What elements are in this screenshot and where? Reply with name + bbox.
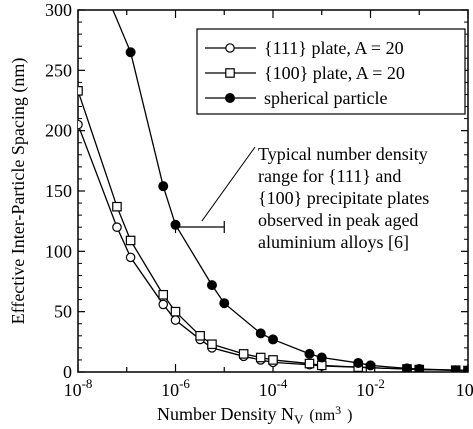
data-point (125, 235, 136, 246)
data-point (316, 352, 327, 363)
series-2 (112, 10, 468, 372)
x-axis-label-unit-close: ) (347, 407, 352, 424)
legend-entry: spherical particle (205, 88, 387, 108)
data-point (353, 357, 364, 368)
data-point (268, 355, 278, 365)
annotation-line: observed in peak aged (258, 210, 418, 230)
range-marker (174, 221, 225, 234)
x-axis-tick-labels: 10-810-610-410-2100 (64, 376, 473, 400)
series-line (78, 90, 468, 372)
x-tick-label-exponent: -4 (277, 376, 288, 391)
annotation-line: range for {111} and (258, 166, 401, 186)
data-point (255, 328, 266, 339)
data-point (463, 365, 468, 372)
x-tick-label: 10-6 (161, 376, 190, 400)
x-tick-label: 10-2 (356, 376, 385, 400)
y-axis-tick-labels: 0 50 100 150 200 250 300 (45, 0, 72, 382)
data-point (401, 363, 412, 372)
data-point (170, 315, 181, 325)
data-point (225, 43, 235, 53)
x-tick-label-exponent: -2 (374, 376, 385, 391)
data-point (112, 222, 122, 232)
data-point (78, 119, 83, 130)
legend-label: {111} plate, A = 20 (264, 38, 404, 58)
series-line (112, 10, 468, 372)
x-tick-label-exponent: -8 (82, 376, 93, 391)
data-point (219, 298, 230, 309)
data-point (112, 201, 122, 212)
y-tick-label: 100 (45, 241, 72, 261)
legend-label: spherical particle (264, 88, 387, 108)
data-point (268, 334, 278, 345)
x-tick-label-exponent: -6 (179, 376, 190, 391)
x-axis-label: Number Density NV (nm3) (157, 403, 352, 427)
series-layer (78, 10, 468, 372)
x-axis-label-subscript: V (294, 412, 304, 427)
series-1 (78, 86, 468, 372)
data-point (365, 360, 376, 371)
legend-label: {100} plate, A = 20 (264, 63, 405, 83)
x-tick-label: 100 (456, 376, 473, 400)
legend-entry: {111} plate, A = 20 (205, 38, 404, 58)
data-point (158, 299, 169, 310)
x-tick-label-base: 10 (456, 380, 473, 400)
x-tick-label-base: 10 (356, 380, 374, 400)
data-point (158, 181, 169, 192)
data-point (78, 86, 83, 96)
data-point (414, 363, 425, 372)
x-tick-label-base: 10 (64, 380, 82, 400)
data-point (125, 252, 136, 263)
data-point (158, 289, 169, 300)
x-tick-label-base: 10 (161, 380, 179, 400)
y-tick-label: 150 (45, 181, 72, 201)
x-axis-label-unit: (nm (309, 407, 335, 424)
y-axis-label: Effective Inter-Particle Spacing (nm) (8, 58, 29, 325)
annotation-line: {100} precipitate plates (258, 188, 429, 208)
y-tick-label: 300 (45, 0, 72, 20)
data-point (255, 352, 266, 363)
y-tick-label: 0 (63, 362, 72, 382)
data-point (207, 339, 217, 350)
x-tick-label: 10-4 (259, 376, 288, 400)
data-point (225, 93, 235, 103)
y-tick-label: 200 (45, 121, 72, 141)
data-point (238, 349, 249, 359)
x-axis-label-main: Number Density N (157, 404, 294, 424)
data-point (450, 365, 461, 372)
legend: {111} plate, A = 20 {100} plate, A = 20 sp… (196, 28, 466, 115)
data-point (206, 280, 217, 291)
data-point (195, 331, 205, 341)
data-point (225, 68, 235, 78)
data-point (304, 348, 315, 359)
annotation-line: aluminium alloys [6] (258, 232, 409, 252)
data-point (170, 306, 181, 317)
annotation-line: Typical number density (258, 144, 428, 164)
x-tick-label: 10-8 (64, 376, 93, 400)
y-tick-label: 50 (54, 302, 72, 322)
legend-box (196, 28, 466, 115)
y-tick-label: 250 (45, 60, 72, 80)
x-tick-label-base: 10 (259, 380, 277, 400)
legend-entry: {100} plate, A = 20 (205, 63, 405, 83)
data-point (125, 47, 136, 58)
x-axis-label-unit-sup: 3 (335, 403, 341, 417)
y-axis-ticks (78, 9, 468, 373)
data-point (304, 358, 315, 369)
annotation-leader-line (201, 146, 256, 222)
